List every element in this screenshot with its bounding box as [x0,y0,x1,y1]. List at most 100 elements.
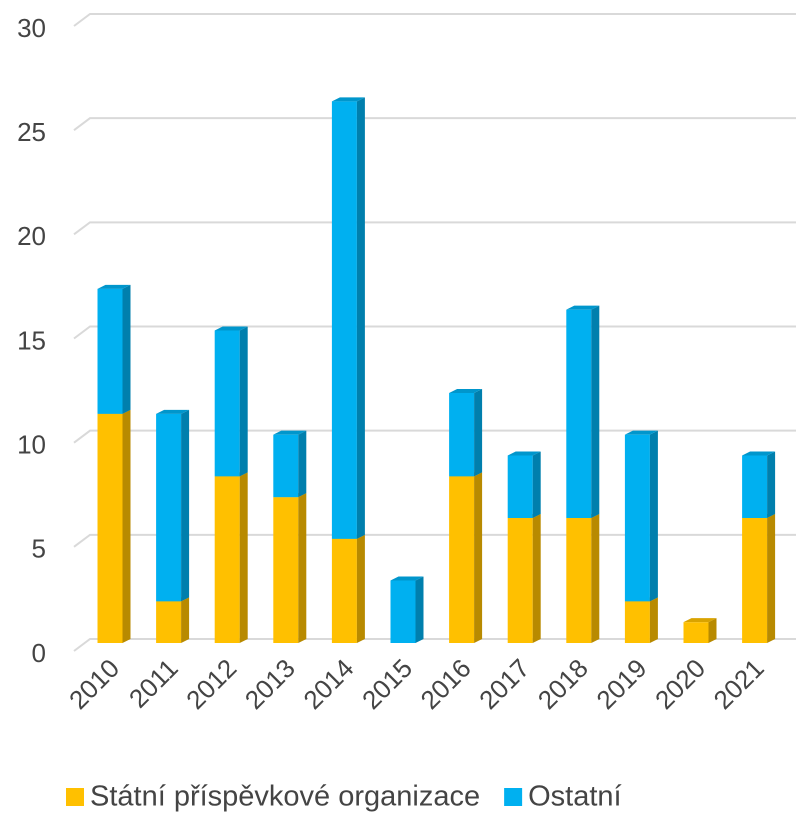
legend-label: Státní příspěvkové organizace [90,781,480,813]
bar-front [449,476,475,643]
bar-front [97,413,123,643]
bar [507,451,541,518]
bar-top [390,576,424,581]
bar-side [122,409,131,643]
bar-side [767,514,776,643]
bar-front [507,518,533,643]
bar-front [214,330,240,477]
bar [624,597,658,643]
bar [566,305,600,518]
y-tick-label: 5 [32,534,46,564]
bar-top [507,451,541,456]
x-tick-label: 2015 [356,653,418,715]
bar-top [156,409,190,414]
bar-side [649,597,658,643]
x-tick-label: 2016 [415,653,477,715]
bar [624,430,658,602]
bar [566,514,600,643]
grid-line [73,325,796,340]
bar-front [507,455,533,518]
bar-side [532,514,541,643]
bar-top [742,451,776,456]
x-tick-label: 2013 [239,653,301,715]
x-tick-label: 2020 [649,653,711,715]
bar-side [356,97,365,539]
bar-side [298,493,307,643]
bar-front [449,393,475,477]
bar-side [239,472,248,643]
bar-top [683,618,717,623]
y-tick-label: 0 [32,638,46,668]
bar [214,326,248,477]
bar-top [624,430,658,435]
bar [156,597,190,643]
bar-side [298,430,307,498]
bar-side [474,389,483,477]
bar-front [742,455,768,518]
bar-top [566,305,600,310]
grid-line [73,117,796,131]
bar [97,284,131,414]
grid-line [73,221,796,236]
bar [742,451,776,518]
bar-front [624,601,650,643]
bar [449,472,483,643]
bar-front [331,101,357,539]
bar [214,472,248,643]
bar-side [591,514,600,643]
bar-front [683,622,709,643]
grid-line [73,13,796,27]
bar [156,409,190,602]
bar [331,534,365,643]
bar [507,514,541,643]
bar-top [273,430,307,435]
bar-front [390,580,416,643]
bar [273,430,307,498]
bar-side [239,326,248,477]
x-tick-label: 2014 [297,653,359,715]
bar-front [742,518,768,643]
bar-front [156,601,182,643]
bar-front [273,497,299,643]
bar [273,493,307,643]
bar-side [767,451,776,518]
bar [97,409,131,643]
grid-line [73,429,796,444]
bar-front [214,476,240,643]
bar-front [566,309,592,518]
x-tick-label: 2010 [63,653,125,715]
x-tick-label: 2018 [532,653,594,715]
bar-top [97,284,131,289]
bar-top [214,326,248,331]
bar [331,97,365,539]
y-tick-label: 15 [17,325,46,355]
grid-line [73,638,796,652]
bar [742,514,776,643]
bar-side [532,451,541,518]
x-tick-label: 2011 [123,653,184,714]
bar-side [181,597,190,643]
bar-side [474,472,483,643]
bar-side [708,618,717,643]
bar-side [415,576,424,643]
y-tick-label: 25 [17,117,46,147]
bar-front [273,434,299,498]
bar-top [331,97,365,102]
x-tick-label: 2019 [590,653,652,715]
x-tick-label: 2012 [180,653,242,715]
grid-line [73,533,796,548]
bar-side [591,305,600,518]
bar-side [356,534,365,643]
legend-label: Ostatní [528,781,622,813]
bar-front [624,434,650,602]
bar [683,618,717,643]
bar-top [449,389,483,393]
bar-side [122,284,131,414]
bar-side [181,409,190,602]
legend-swatch [66,788,84,806]
bar [449,389,483,477]
y-tick-label: 10 [17,430,46,460]
legend-swatch [504,788,523,806]
y-tick-label: 30 [17,13,46,43]
